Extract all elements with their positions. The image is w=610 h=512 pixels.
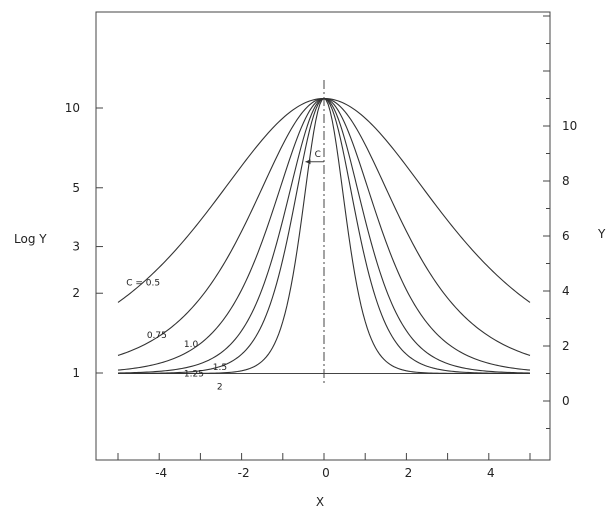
- y-right-tick-label: 4: [562, 284, 570, 298]
- y-left-tick-label: 5: [72, 181, 80, 195]
- x-tick-label: -4: [155, 466, 167, 480]
- series-label-4: 1.5: [213, 363, 227, 373]
- x-tick-label: 0: [322, 466, 330, 480]
- axis-ticks: [96, 15, 550, 460]
- x-axis-title: X: [316, 495, 324, 509]
- plot-frame: [95, 11, 551, 461]
- x-tick-label: 4: [487, 466, 495, 480]
- y-left-tick-label: 3: [72, 240, 80, 254]
- y-right-tick-label: 6: [562, 229, 570, 243]
- x-tick-label: -2: [238, 466, 250, 480]
- series-label-1: 0.75: [147, 331, 167, 341]
- y-right-tick-label: 8: [562, 174, 570, 188]
- annotation-label: C: [315, 150, 321, 160]
- annotation-c: C: [305, 150, 324, 165]
- y-right-tick-label: 2: [562, 339, 570, 353]
- curves: [117, 97, 531, 375]
- series-label-2: 1.0: [184, 340, 199, 350]
- y-right-tick-label: 0: [562, 394, 570, 408]
- annotation-arrowhead: [305, 159, 311, 165]
- series-label-5: 2: [217, 383, 223, 393]
- series-line-5: [118, 97, 530, 375]
- y-left-tick-label: 2: [72, 286, 80, 300]
- series-label-3: 1.25: [184, 369, 204, 379]
- series-label-0: C = 0.5: [126, 278, 160, 288]
- y-left-tick-label: 10: [65, 101, 80, 115]
- y-left-tick-label: 1: [72, 366, 80, 380]
- y-right-axis-title: Y: [597, 227, 606, 241]
- x-tick-label: 2: [405, 466, 413, 480]
- curve-labels: C = 0.5 0.75 1.0 1.25 1.5 2: [126, 278, 227, 392]
- tick-labels: -4 -2 0 2 4 1 2 3 5 10 0 2 4 6 8 10: [65, 101, 578, 480]
- y-right-tick-label: 10: [562, 119, 577, 133]
- y-left-axis-title: Log Y: [14, 232, 47, 246]
- reference-lines: [118, 80, 530, 385]
